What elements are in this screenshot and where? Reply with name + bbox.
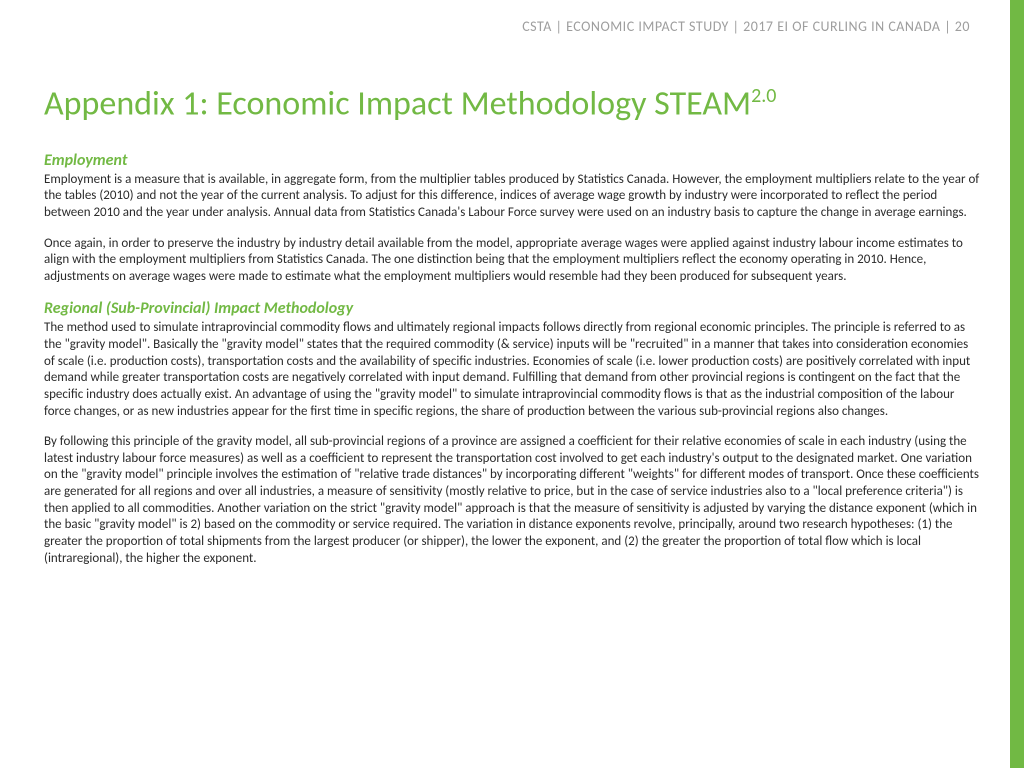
title-superscript: 2.0: [751, 84, 776, 108]
accent-side-bar: [1010, 0, 1024, 768]
body-paragraph: Employment is a measure that is availabl…: [44, 172, 980, 222]
body-paragraph: By following this principle of the gravi…: [44, 434, 980, 567]
page-header: CSTA | ECONOMIC IMPACT STUDY | 2017 EI O…: [44, 18, 980, 35]
body-paragraph: The method used to simulate intraprovinc…: [44, 320, 980, 420]
title-main: Appendix 1: Economic Impact Methodology …: [44, 83, 751, 124]
section-heading-regional: Regional (Sub-Provincial) Impact Methodo…: [44, 299, 980, 318]
section-heading-employment: Employment: [44, 151, 980, 170]
page-title: Appendix 1: Economic Impact Methodology …: [44, 85, 980, 123]
body-paragraph: Once again, in order to preserve the ind…: [44, 236, 980, 286]
document-page: CSTA | ECONOMIC IMPACT STUDY | 2017 EI O…: [0, 0, 1024, 768]
